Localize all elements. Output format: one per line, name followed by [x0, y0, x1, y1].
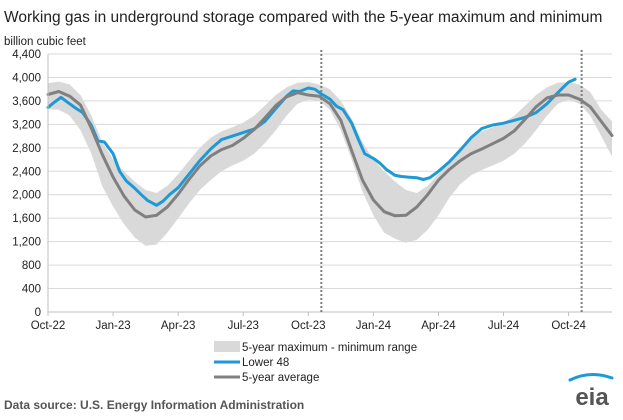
x-tick-label: Oct-23: [291, 320, 326, 332]
legend-swatch-range: [214, 341, 240, 352]
x-tick-label: Jul-24: [488, 320, 520, 332]
legend-label: 5-year average: [242, 372, 319, 384]
y-axis-label: billion cubic feet: [4, 36, 87, 48]
source-note: Data source: U.S. Energy Information Adm…: [4, 398, 304, 412]
y-tick-label: 4,400: [12, 49, 41, 61]
y-tick-label: 1,600: [12, 213, 41, 225]
eia-logo-text: eia: [575, 384, 609, 411]
lower48-line: [46, 77, 577, 207]
x-tick-label: Oct-22: [31, 320, 66, 332]
y-tick-label: 400: [22, 284, 41, 296]
line-layer: [46, 77, 614, 219]
y-tick-label: 3,600: [12, 96, 41, 108]
band-layer: [48, 81, 612, 246]
y-tick-label: 0: [35, 307, 41, 319]
x-tick-label: Apr-23: [161, 320, 196, 332]
y-tick-label: 2,800: [12, 143, 41, 155]
eia-logo: eia: [568, 373, 614, 411]
y-tick-label: 2,000: [12, 190, 41, 202]
legend-label: 5-year maximum - minimum range: [242, 342, 417, 354]
average-line: [46, 90, 614, 219]
eia-logo-arc: [568, 373, 614, 382]
x-tick-label: Apr-24: [421, 320, 456, 332]
y-tick-label: 800: [22, 260, 41, 272]
y-tick-label: 2,400: [12, 166, 41, 178]
x-tick-label: Jan-23: [95, 320, 130, 332]
y-tick-label: 3,200: [12, 119, 41, 131]
legend-label: Lower 48: [242, 357, 289, 369]
range-band: [48, 81, 612, 246]
x-tick-label: Jan-24: [356, 320, 392, 332]
x-tick-label: Oct-24: [551, 320, 586, 332]
axis-layer: 0 400 800 1,200 1,600 2,000 2,400 2,800 3,200 3,6…: [12, 49, 586, 332]
legend: 5-year maximum - minimum range Lower 48 5-…: [214, 341, 417, 384]
x-tick-label: Jul-23: [228, 320, 259, 332]
y-tick-label: 1,200: [12, 237, 41, 249]
y-tick-label: 4,000: [12, 72, 41, 84]
chart-title: Working gas in underground storage compa…: [4, 9, 602, 26]
